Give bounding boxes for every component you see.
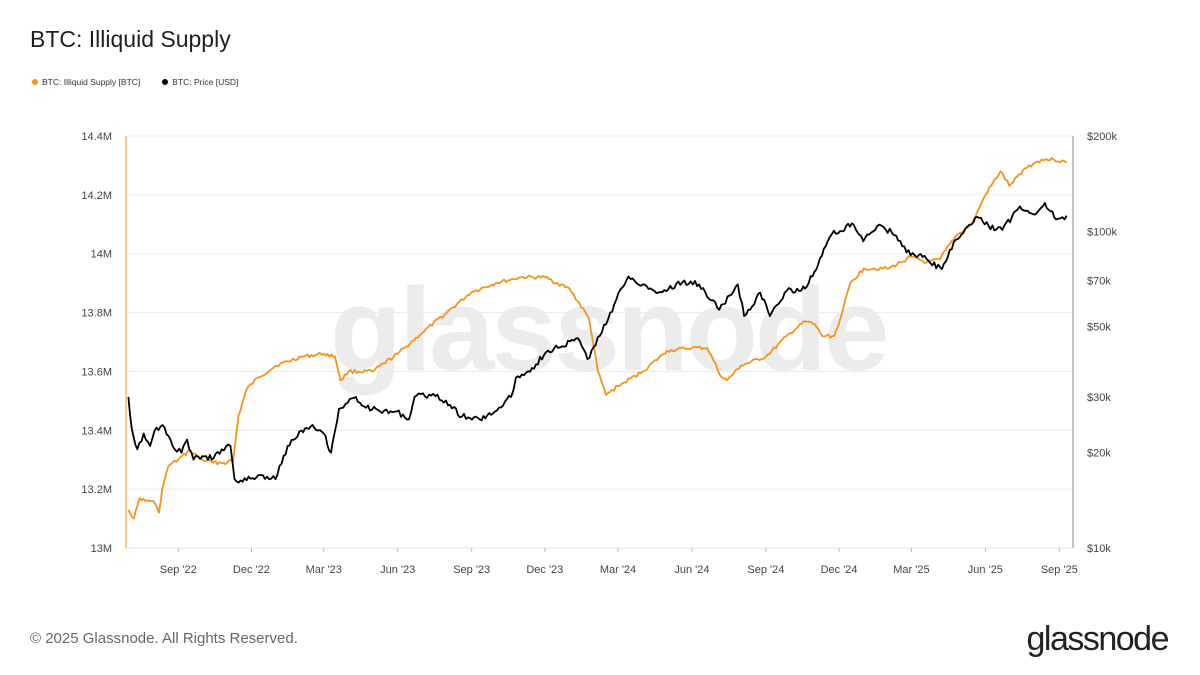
legend-label-price: BTC: Price [USD]	[172, 77, 239, 87]
y-left-tick-label: 13.2M	[81, 484, 112, 496]
x-tick-label: Mar '25	[893, 564, 929, 576]
x-tick-label: Mar '24	[600, 564, 636, 576]
y-right-tick-label: $100k	[1087, 226, 1117, 238]
x-tick-label: Mar '23	[306, 564, 342, 576]
y-right-tick-label: $50k	[1087, 322, 1111, 334]
y-left-tick-label: 13.4M	[81, 425, 112, 437]
x-tick-label: Dec '23	[526, 564, 563, 576]
x-tick-label: Sep '25	[1041, 564, 1078, 576]
chart-legend: BTC: Illiquid Supply [BTC] BTC: Price [U…	[32, 77, 238, 87]
x-tick-label: Sep '24	[747, 564, 784, 576]
legend-label-illiquid-supply: BTC: Illiquid Supply [BTC]	[42, 77, 141, 87]
x-tick-label: Jun '23	[380, 564, 415, 576]
y-right-tick-label: $20k	[1087, 448, 1111, 460]
y-right-tick-label: $30k	[1087, 392, 1111, 404]
legend-item-price[interactable]: BTC: Price [USD]	[162, 77, 238, 87]
y-left-tick-label: 13M	[91, 543, 112, 555]
x-tick-label: Sep '23	[453, 564, 490, 576]
y-right-tick-label: $10k	[1087, 543, 1111, 555]
copyright-text: © 2025 Glassnode. All Rights Reserved.	[30, 630, 298, 647]
glassnode-logo: glassnode	[1026, 620, 1169, 658]
legend-item-illiquid-supply[interactable]: BTC: Illiquid Supply [BTC]	[32, 77, 140, 87]
y-left-tick-label: 13.8M	[81, 308, 112, 320]
legend-swatch-black	[162, 79, 169, 85]
y-right-tick-label: $70k	[1087, 275, 1111, 287]
x-tick-label: Jun '25	[968, 564, 1003, 576]
y-left-tick-label: 14.2M	[81, 190, 112, 202]
y-left-tick-label: 14.4M	[81, 131, 112, 143]
chart-title: BTC: Illiquid Supply	[30, 26, 231, 52]
y-left-tick-label: 14M	[91, 249, 112, 261]
x-tick-label: Jun '24	[674, 564, 709, 576]
series-line-illiquid-supply	[127, 157, 1068, 520]
x-tick-label: Sep '22	[160, 564, 197, 576]
series-line-price	[127, 202, 1068, 484]
x-tick-label: Dec '24	[821, 564, 858, 576]
legend-swatch-orange	[32, 79, 38, 85]
x-tick-label: Dec '22	[233, 564, 270, 576]
y-left-tick-label: 13.6M	[81, 366, 112, 378]
y-right-tick-label: $200k	[1087, 131, 1117, 143]
